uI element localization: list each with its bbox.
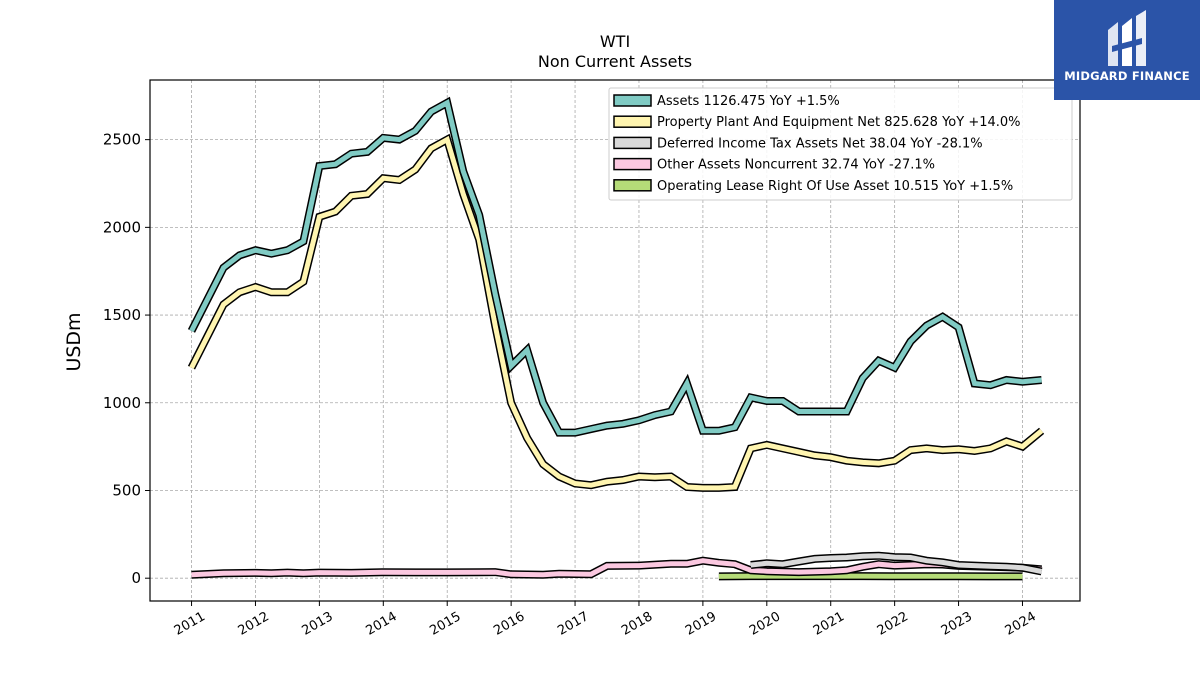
y-axis-label: USDm: [63, 312, 85, 371]
x-tick-label: 2011: [172, 609, 208, 639]
legend-swatch: [613, 157, 652, 171]
y-tick-label: 2000: [103, 218, 141, 236]
midgard-logo-icon: [1108, 10, 1146, 66]
y-tick-label: 1000: [103, 394, 141, 412]
x-tick-label: 2018: [619, 609, 655, 639]
plot-frame: [149, 79, 1081, 602]
x-tick-label: 2022: [875, 609, 911, 639]
series-line-1: [189, 135, 1044, 491]
legend-box: [608, 87, 1073, 201]
x-tick-label: 2023: [939, 609, 975, 639]
x-tick-label: 2012: [236, 609, 272, 639]
x-tick-label: 2021: [811, 609, 847, 639]
series-line-3: [191, 558, 1042, 578]
chart-title: WTI: [600, 32, 630, 51]
brand-name: MIDGARD FINANCE: [1064, 69, 1190, 83]
plot-area: [187, 96, 1045, 581]
legend-swatch: [613, 179, 652, 192]
legend-entry-label: Other Assets Noncurrent 32.74 YoY -27.1%: [657, 158, 935, 173]
y-tick-label: 2500: [103, 131, 141, 149]
legend-swatch: [613, 115, 652, 128]
y-tick-label: 1500: [103, 306, 141, 324]
legend-swatch: [613, 94, 652, 107]
y-tick-label: 0: [131, 569, 141, 587]
x-tick-label: 2014: [363, 609, 399, 639]
x-tick-label: 2019: [683, 609, 719, 639]
x-tick-label: 2015: [427, 609, 463, 639]
legend-entry-label: Operating Lease Right Of Use Asset 10.51…: [657, 179, 1013, 194]
x-tick-label: 2024: [1003, 609, 1039, 639]
legend-entry-label: Property Plant And Equipment Net 825.628…: [657, 115, 1021, 130]
legend-swatch: [613, 136, 652, 150]
series-line-0: [189, 99, 1042, 436]
chart-subtitle: Non Current Assets: [538, 52, 692, 71]
x-tick-label: 2020: [747, 609, 783, 639]
legend-entry-label: Deferred Income Tax Assets Net 38.04 YoY…: [657, 136, 983, 151]
x-tick-label: 2013: [300, 609, 336, 639]
x-tick-label: 2016: [491, 609, 527, 639]
legend: Assets 1126.475 YoY +1.5% Property Plant …: [608, 87, 1073, 201]
brand-logo: MIDGARD FINANCE: [1054, 0, 1200, 100]
y-tick-label: 500: [112, 481, 141, 499]
series-line-2: [750, 553, 1043, 574]
legend-entry-label: Assets 1126.475 YoY +1.5%: [657, 94, 840, 109]
x-tick-label: 2017: [555, 609, 591, 639]
